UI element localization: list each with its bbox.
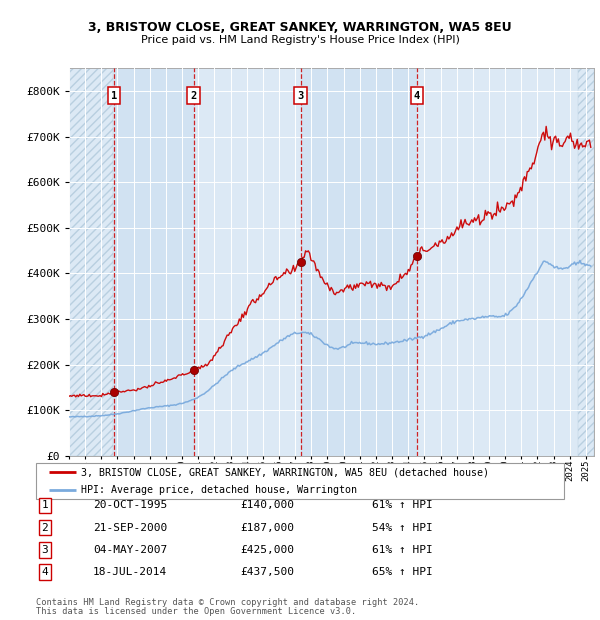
Text: Price paid vs. HM Land Registry's House Price Index (HPI): Price paid vs. HM Land Registry's House … bbox=[140, 35, 460, 45]
Text: 54% ↑ HPI: 54% ↑ HPI bbox=[372, 523, 433, 533]
Text: 2: 2 bbox=[41, 523, 49, 533]
Text: 18-JUL-2014: 18-JUL-2014 bbox=[93, 567, 167, 577]
Text: 4: 4 bbox=[41, 567, 49, 577]
Text: £187,000: £187,000 bbox=[240, 523, 294, 533]
Bar bbox=[114, 68, 194, 456]
Bar bbox=[578, 68, 594, 456]
Text: 3: 3 bbox=[41, 545, 49, 555]
Text: 3, BRISTOW CLOSE, GREAT SANKEY, WARRINGTON, WA5 8EU: 3, BRISTOW CLOSE, GREAT SANKEY, WARRINGT… bbox=[88, 22, 512, 34]
Text: HPI: Average price, detached house, Warrington: HPI: Average price, detached house, Warr… bbox=[81, 485, 357, 495]
Text: £425,000: £425,000 bbox=[240, 545, 294, 555]
Text: Contains HM Land Registry data © Crown copyright and database right 2024.: Contains HM Land Registry data © Crown c… bbox=[36, 598, 419, 607]
Text: 1: 1 bbox=[41, 500, 49, 510]
FancyBboxPatch shape bbox=[36, 463, 564, 499]
Text: 3: 3 bbox=[298, 91, 304, 100]
Text: 1: 1 bbox=[111, 91, 118, 100]
Text: 61% ↑ HPI: 61% ↑ HPI bbox=[372, 545, 433, 555]
Text: 20-OCT-1995: 20-OCT-1995 bbox=[93, 500, 167, 510]
Text: £437,500: £437,500 bbox=[240, 567, 294, 577]
Text: This data is licensed under the Open Government Licence v3.0.: This data is licensed under the Open Gov… bbox=[36, 608, 356, 616]
Bar bbox=[69, 68, 113, 456]
Text: 65% ↑ HPI: 65% ↑ HPI bbox=[372, 567, 433, 577]
Text: 61% ↑ HPI: 61% ↑ HPI bbox=[372, 500, 433, 510]
Text: £140,000: £140,000 bbox=[240, 500, 294, 510]
Text: 3, BRISTOW CLOSE, GREAT SANKEY, WARRINGTON, WA5 8EU (detached house): 3, BRISTOW CLOSE, GREAT SANKEY, WARRINGT… bbox=[81, 467, 489, 477]
Text: 2: 2 bbox=[191, 91, 197, 100]
Bar bbox=[301, 68, 417, 456]
Text: 21-SEP-2000: 21-SEP-2000 bbox=[93, 523, 167, 533]
Text: 04-MAY-2007: 04-MAY-2007 bbox=[93, 545, 167, 555]
Text: 4: 4 bbox=[414, 91, 420, 100]
Bar bbox=[69, 68, 113, 456]
